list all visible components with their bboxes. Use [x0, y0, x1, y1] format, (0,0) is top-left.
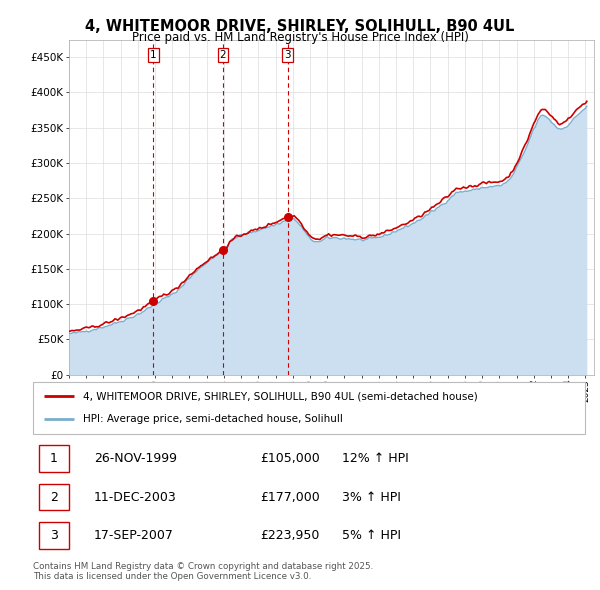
Text: £223,950: £223,950 [260, 529, 320, 542]
Text: £105,000: £105,000 [260, 452, 320, 465]
Text: Contains HM Land Registry data © Crown copyright and database right 2025.
This d: Contains HM Land Registry data © Crown c… [33, 562, 373, 581]
FancyBboxPatch shape [33, 382, 585, 434]
Text: 2: 2 [220, 50, 226, 60]
Text: HPI: Average price, semi-detached house, Solihull: HPI: Average price, semi-detached house,… [83, 414, 343, 424]
FancyBboxPatch shape [38, 484, 69, 510]
Text: 1: 1 [150, 50, 157, 60]
Text: 4, WHITEMOOR DRIVE, SHIRLEY, SOLIHULL, B90 4UL: 4, WHITEMOOR DRIVE, SHIRLEY, SOLIHULL, B… [85, 19, 515, 34]
Text: 12% ↑ HPI: 12% ↑ HPI [342, 452, 409, 465]
Text: Price paid vs. HM Land Registry's House Price Index (HPI): Price paid vs. HM Land Registry's House … [131, 31, 469, 44]
Text: 4, WHITEMOOR DRIVE, SHIRLEY, SOLIHULL, B90 4UL (semi-detached house): 4, WHITEMOOR DRIVE, SHIRLEY, SOLIHULL, B… [83, 391, 478, 401]
FancyBboxPatch shape [38, 445, 69, 471]
Text: 11-DEC-2003: 11-DEC-2003 [94, 490, 176, 504]
Text: 2: 2 [50, 490, 58, 504]
Text: 26-NOV-1999: 26-NOV-1999 [94, 452, 177, 465]
Text: 1: 1 [50, 452, 58, 465]
Text: 5% ↑ HPI: 5% ↑ HPI [342, 529, 401, 542]
Text: £177,000: £177,000 [260, 490, 320, 504]
Text: 17-SEP-2007: 17-SEP-2007 [94, 529, 173, 542]
Text: 3: 3 [50, 529, 58, 542]
Text: 3: 3 [284, 50, 291, 60]
FancyBboxPatch shape [38, 523, 69, 549]
Text: 3% ↑ HPI: 3% ↑ HPI [342, 490, 401, 504]
